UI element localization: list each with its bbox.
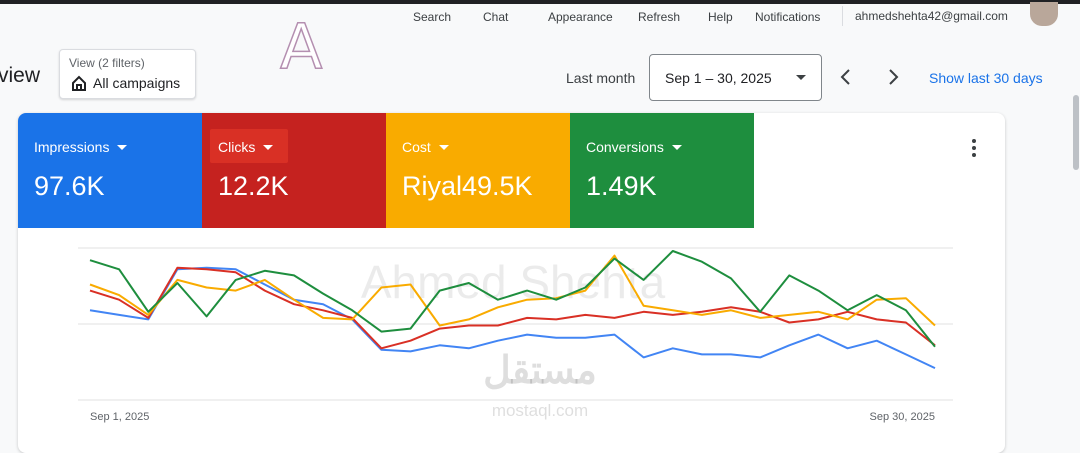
scrollbar[interactable] xyxy=(1073,95,1079,170)
metric-name: Conversions xyxy=(586,139,682,155)
watermark-site: mostaql.com xyxy=(492,401,588,420)
overview-card: Impressions 97.6K Clicks 12.2K Cost Riyal49.5… xyxy=(18,113,1005,453)
view-label: View (2 filters) xyxy=(69,56,145,70)
dropdown-icon xyxy=(796,75,806,80)
nav-item[interactable]: Refresh xyxy=(638,10,681,24)
metric-value: 12.2K xyxy=(218,171,289,201)
account-email[interactable]: ahmedshehta42@gmail.com xyxy=(855,9,1008,23)
metric-name: Clicks xyxy=(218,139,274,155)
dropdown-icon xyxy=(117,145,128,151)
view-filter[interactable]: View (2 filters) All campaigns xyxy=(59,49,196,99)
date-preset: Last month xyxy=(566,70,636,86)
show-last-link[interactable]: Show last 30 days xyxy=(929,70,1043,86)
nav-item[interactable]: Search xyxy=(413,10,452,24)
metric-value: 1.49K xyxy=(586,171,657,201)
x-tick-label: Sep 1, 2025 xyxy=(90,411,149,423)
prev-button[interactable] xyxy=(838,68,854,86)
metric-value: Riyal49.5K xyxy=(402,171,533,201)
series-line xyxy=(89,266,936,370)
nav-item[interactable]: Help xyxy=(708,10,733,24)
separator xyxy=(842,6,843,26)
dropdown-icon xyxy=(671,145,682,151)
selected-highlight xyxy=(210,129,288,163)
nav-item[interactable]: Appearance xyxy=(548,10,613,24)
series-line xyxy=(89,250,936,348)
date-range: Sep 1 – 30, 2025 xyxy=(665,70,772,86)
series-line xyxy=(89,254,936,327)
top-border xyxy=(0,0,1080,4)
metric-value: 97.6K xyxy=(34,171,105,201)
home-icon xyxy=(72,75,86,91)
chart: Ahmed Shehta مستقل mostaql.com Sep 1, 2025 S… xyxy=(78,247,953,423)
next-button[interactable] xyxy=(885,68,901,86)
view-value: All campaigns xyxy=(93,75,181,91)
series-line xyxy=(89,266,936,350)
page-title: view xyxy=(0,64,41,87)
metric-tile[interactable]: Cost Riyal49.5K xyxy=(386,113,570,228)
avatar[interactable] xyxy=(1030,2,1058,26)
nav-item[interactable]: Notifications xyxy=(755,10,821,24)
metric-tile[interactable]: Conversions 1.49K xyxy=(570,113,754,228)
watermark-name: Ahmed Shehta xyxy=(361,256,666,308)
page: { "top_nav": ["Search", "Chat", "Appeara… xyxy=(0,0,1080,423)
more-menu[interactable] xyxy=(970,138,978,158)
watermark-site-arabic: مستقل xyxy=(483,350,597,392)
date-range-picker[interactable]: Sep 1 – 30, 2025 xyxy=(649,54,822,101)
metric-tile[interactable]: Clicks 12.2K xyxy=(202,113,386,228)
metric-name: Cost xyxy=(402,139,449,155)
nav-item[interactable]: Chat xyxy=(483,10,509,24)
metric-name: Impressions xyxy=(34,139,128,155)
x-tick-label: Sep 30, 2025 xyxy=(870,411,935,423)
metric-tile[interactable]: Impressions 97.6K xyxy=(18,113,202,228)
dropdown-icon xyxy=(438,145,449,151)
watermark-logo: A xyxy=(279,9,323,84)
dropdown-icon xyxy=(263,145,274,151)
